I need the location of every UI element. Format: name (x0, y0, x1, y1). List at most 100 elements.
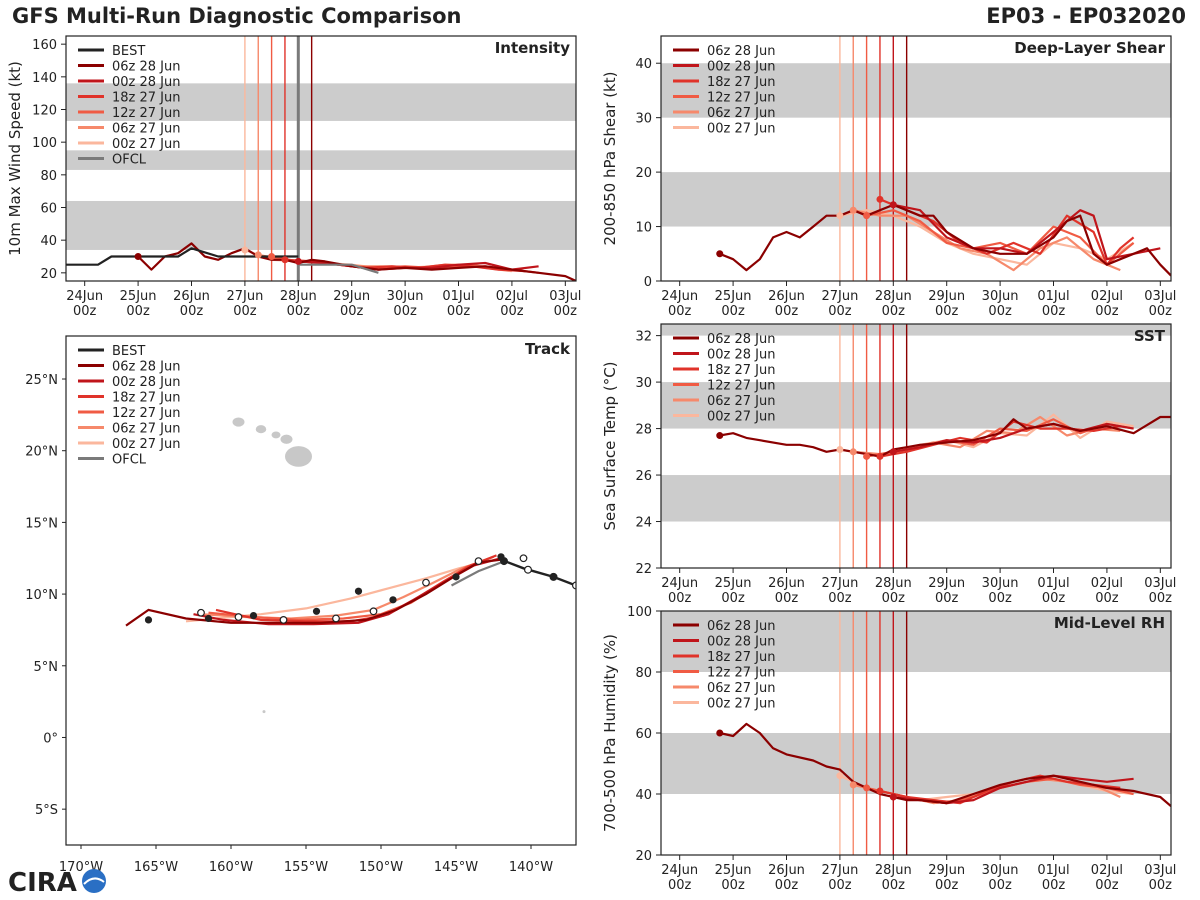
track-series-12z-27-jun (208, 555, 494, 622)
atoll-shape (262, 710, 266, 714)
intensity-frame (65, 35, 577, 282)
legend-label: 18z 27 Jun (707, 650, 776, 665)
shear-x-tick-label: 26Jun (768, 289, 805, 304)
track-12h-marker (332, 614, 340, 623)
sst-panel-title: SST (1134, 327, 1166, 345)
shear-x-tick-sublabel: 00z (775, 304, 799, 319)
legend-label: 06z 27 Jun (112, 422, 181, 437)
track-12h-marker (234, 613, 243, 621)
track-24h-marker (389, 596, 397, 604)
intensity-y-tick-label: 100 (32, 136, 57, 151)
rh-x-tick-sublabel: 00z (828, 878, 852, 893)
shear-panel-title: Deep-Layer Shear (1014, 39, 1165, 57)
shear-init-point (889, 201, 897, 209)
sst-x-tick-sublabel: 00z (882, 591, 906, 606)
rh-x-tick-label: 03Jul (1144, 863, 1176, 878)
legend-label: 18z 27 Jun (707, 75, 776, 90)
track-x-tick-label: 145°W (434, 860, 478, 875)
legend-label: 18z 27 Jun (707, 363, 776, 378)
island-shape (232, 417, 245, 427)
sst-threshold-band (661, 475, 1171, 522)
track-x-tick-label: 160°W (209, 860, 253, 875)
shear-x-tick-label: 25Jun (715, 289, 752, 304)
sst-x-tick-label: 02Jul (1091, 576, 1123, 591)
rh-x-tick-sublabel: 00z (988, 878, 1012, 893)
track-series-best (500, 558, 576, 587)
intensity-y-tick-label: 60 (40, 202, 57, 217)
intensity-y-tick-label: 160 (32, 38, 57, 53)
sst-x-tick-label: 25Jun (715, 576, 752, 591)
rh-x-tick-label: 27Jun (821, 863, 858, 878)
intensity-x-tick-label: 01Jul (442, 289, 474, 304)
intensity-x-tick-label: 27Jun (226, 289, 263, 304)
legend-label: 12z 27 Jun (707, 379, 776, 394)
sst-init-point (889, 448, 897, 456)
sst-y-tick-label: 32 (635, 330, 652, 345)
sst-x-tick-sublabel: 00z (775, 591, 799, 606)
shear-series-06z-28-jun (719, 203, 1171, 277)
legend-label: 06z 27 Jun (112, 122, 181, 137)
best-track-marker (500, 557, 509, 566)
intensity-init-point (268, 253, 276, 260)
figure-title: GFS Multi-Run Diagnostic Comparison (12, 4, 462, 28)
legend-label: 06z 28 Jun (112, 360, 181, 375)
shear-x-tick-label: 28Jun (875, 289, 912, 304)
shear-x-tick-label: 02Jul (1091, 289, 1123, 304)
rh-y-tick-label: 80 (635, 666, 652, 681)
intensity-x-tick-label: 30Jun (387, 289, 424, 304)
shear-init-point (876, 195, 884, 203)
track-plot-area (125, 417, 576, 714)
legend-label: 00z 28 Jun (707, 348, 776, 363)
shear-x-tick-sublabel: 00z (1042, 304, 1066, 319)
storm-id: EP03 - EP032020 (986, 4, 1186, 28)
intensity-x-tick-label: 26Jun (173, 289, 210, 304)
shear-y-tick-label: 20 (635, 166, 652, 181)
track-24h-marker (312, 607, 321, 615)
rh-x-tick-label: 26Jun (768, 863, 805, 878)
intensity-series-best (66, 247, 299, 266)
track-12h-marker (197, 608, 205, 617)
track-y-tick-label: 25°N (25, 373, 58, 388)
sst-x-tick-label: 29Jun (928, 576, 965, 591)
sst-plot-area (661, 324, 1171, 568)
intensity-plot-area (66, 36, 576, 281)
sst-init-point (876, 452, 884, 460)
intensity-x-tick-sublabel: 00z (287, 304, 311, 319)
track-y-tick-label: 5°N (34, 660, 59, 675)
shear-init-point (863, 212, 871, 220)
shear-y-tick-label: 40 (635, 57, 652, 72)
shear-init-point (836, 212, 844, 220)
track-24h-marker (452, 573, 460, 581)
legend-label: BEST (112, 344, 145, 359)
shear-x-tick-sublabel: 00z (988, 304, 1012, 319)
intensity-x-tick-label: 29Jun (333, 289, 370, 304)
island-shape (280, 434, 293, 444)
legend-label: 06z 28 Jun (707, 619, 776, 634)
sst-frame (660, 323, 1172, 569)
shear-y-tick-label: 30 (635, 112, 652, 127)
shear-plot-area (661, 36, 1171, 281)
shear-x-tick-label: 24Jun (661, 289, 698, 304)
intensity-x-tick-sublabel: 00z (180, 304, 204, 319)
shear-series-00z-28-jun (893, 203, 1161, 261)
sst-y-tick-label: 24 (635, 516, 652, 531)
track-frame (65, 335, 577, 846)
intensity-x-tick-label: 03Jul (549, 289, 581, 304)
shear-x-tick-label: 29Jun (928, 289, 965, 304)
intensity-init-point (294, 257, 302, 265)
legend-label: 06z 27 Jun (707, 106, 776, 121)
legend-label: 12z 27 Jun (707, 91, 776, 106)
track-y-tick-label: 20°N (25, 445, 58, 460)
sst-x-tick-sublabel: 00z (1149, 591, 1173, 606)
rh-init-point (876, 787, 884, 795)
rh-y-tick-label: 60 (635, 727, 652, 742)
intensity-x-tick-label: 28Jun (280, 289, 317, 304)
intensity-x-tick-label: 25Jun (120, 289, 157, 304)
track-x-tick-label: 150°W (359, 860, 403, 875)
shear-init-point (716, 250, 724, 258)
intensity-y-tick-label: 80 (40, 169, 57, 184)
sst-x-tick-sublabel: 00z (935, 591, 959, 606)
legend-label: OFCL (112, 153, 147, 168)
track-12h-marker (474, 557, 483, 566)
